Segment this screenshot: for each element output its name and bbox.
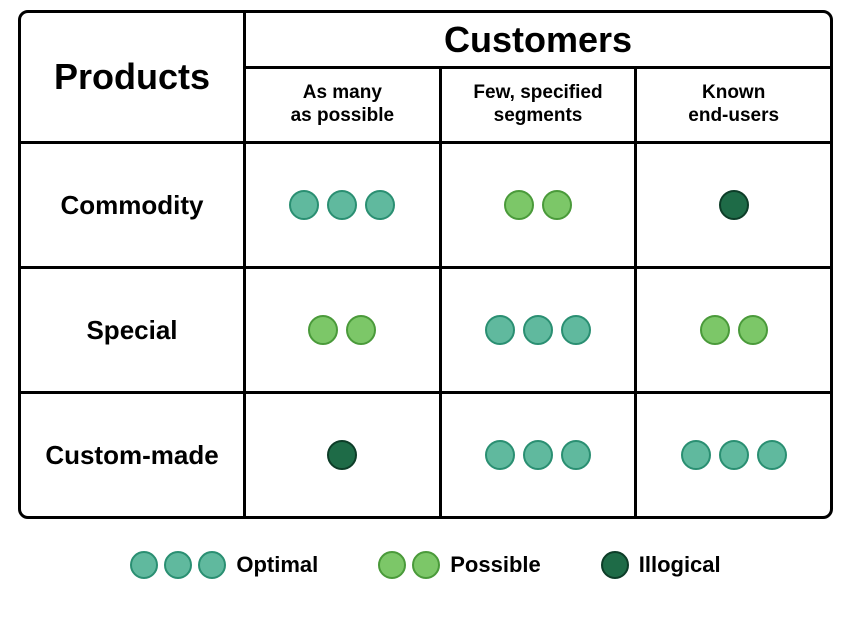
row-2: Custom-made xyxy=(21,391,830,516)
header-row: Products Customers As manyas possible Fe… xyxy=(21,13,830,141)
row-1-label: Special xyxy=(21,269,246,391)
optimal-dot-icon xyxy=(523,440,553,470)
optimal-dot-icon xyxy=(561,440,591,470)
optimal-dot-icon xyxy=(485,440,515,470)
row-1: Special xyxy=(21,266,830,391)
legend: Optimal Possible Illogical xyxy=(18,551,833,579)
possible-dot-icon xyxy=(738,315,768,345)
legend-optimal-label: Optimal xyxy=(236,552,318,578)
product-customer-matrix: Products Customers As manyas possible Fe… xyxy=(18,10,833,519)
possible-dot-icon xyxy=(346,315,376,345)
legend-possible: Possible xyxy=(378,551,540,579)
possible-dot-icon xyxy=(308,315,338,345)
optimal-dot-icon xyxy=(198,551,226,579)
col-header-1: Few, specifiedsegments xyxy=(442,69,638,141)
optimal-dot-icon xyxy=(523,315,553,345)
illogical-dot-icon xyxy=(327,440,357,470)
legend-illogical: Illogical xyxy=(601,551,721,579)
cell-2-2 xyxy=(637,394,830,516)
row-0: Commodity xyxy=(21,141,830,266)
legend-possible-label: Possible xyxy=(450,552,540,578)
optimal-dot-icon xyxy=(164,551,192,579)
cell-1-1 xyxy=(442,269,638,391)
cell-0-0 xyxy=(246,144,442,266)
optimal-dot-icon xyxy=(365,190,395,220)
legend-optimal: Optimal xyxy=(130,551,318,579)
row-0-label: Commodity xyxy=(21,144,246,266)
illogical-dot-icon xyxy=(601,551,629,579)
possible-dot-icon xyxy=(542,190,572,220)
products-header: Products xyxy=(21,13,246,141)
possible-dot-icon xyxy=(700,315,730,345)
optimal-dot-icon xyxy=(327,190,357,220)
optimal-dot-icon xyxy=(719,440,749,470)
cell-1-0 xyxy=(246,269,442,391)
cell-2-1 xyxy=(442,394,638,516)
legend-illogical-label: Illogical xyxy=(639,552,721,578)
row-2-label: Custom-made xyxy=(21,394,246,516)
cell-0-2 xyxy=(637,144,830,266)
optimal-dot-icon xyxy=(130,551,158,579)
col-header-2: Knownend-users xyxy=(637,69,830,141)
optimal-dot-icon xyxy=(561,315,591,345)
possible-dot-icon xyxy=(504,190,534,220)
optimal-dot-icon xyxy=(681,440,711,470)
possible-dot-icon xyxy=(412,551,440,579)
optimal-dot-icon xyxy=(485,315,515,345)
customers-header-group: Customers As manyas possible Few, specif… xyxy=(246,13,830,141)
possible-dot-icon xyxy=(378,551,406,579)
customers-header: Customers xyxy=(246,13,830,69)
cell-1-2 xyxy=(637,269,830,391)
illogical-dot-icon xyxy=(719,190,749,220)
col-header-0: As manyas possible xyxy=(246,69,442,141)
cell-0-1 xyxy=(442,144,638,266)
customers-subheaders: As manyas possible Few, specifiedsegment… xyxy=(246,69,830,141)
optimal-dot-icon xyxy=(289,190,319,220)
cell-2-0 xyxy=(246,394,442,516)
optimal-dot-icon xyxy=(757,440,787,470)
